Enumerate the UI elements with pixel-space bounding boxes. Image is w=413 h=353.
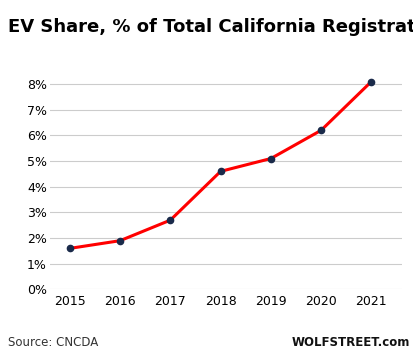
Text: Source: CNCDA: Source: CNCDA — [8, 336, 98, 349]
Text: WOLFSTREET.com: WOLFSTREET.com — [291, 336, 409, 349]
Text: EV Share, % of Total California Registrations: EV Share, % of Total California Registra… — [8, 18, 413, 36]
